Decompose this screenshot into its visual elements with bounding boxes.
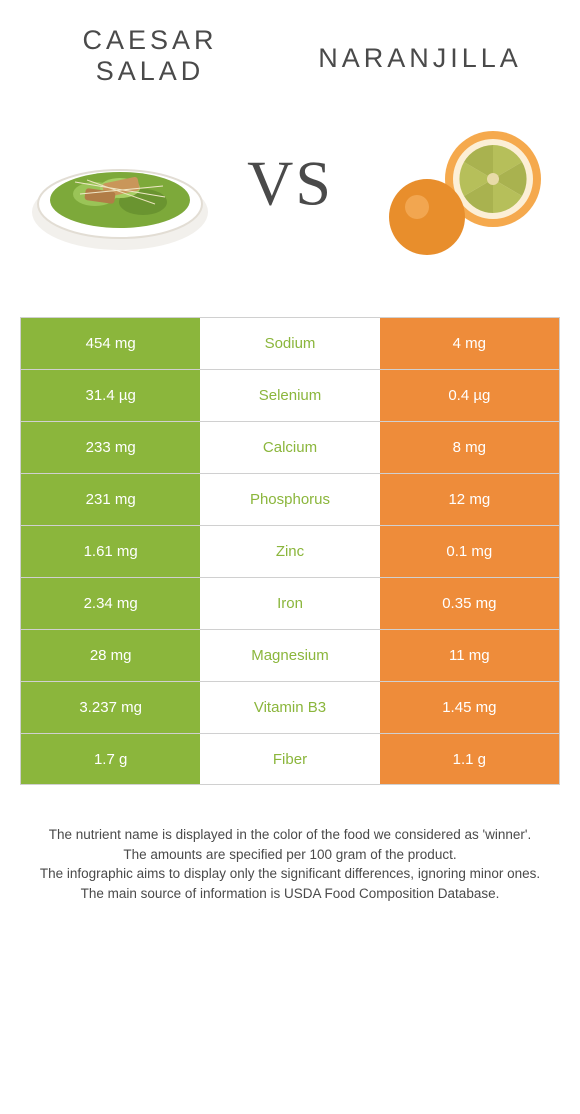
footer-line: The infographic aims to display only the… (20, 864, 560, 884)
table-row: 454 mgSodium4 mg (20, 317, 560, 369)
table-row: 3.237 mgVitamin B31.45 mg (20, 681, 560, 733)
nutrient-right-value: 0.1 mg (380, 526, 559, 577)
nutrient-left-value: 233 mg (21, 422, 200, 473)
nutrient-name: Magnesium (200, 630, 379, 681)
food-right-image (365, 117, 555, 267)
footer-notes: The nutrient name is displayed in the co… (0, 785, 580, 903)
table-row: 231 mgPhosphorus12 mg (20, 473, 560, 525)
nutrient-name: Fiber (200, 734, 379, 784)
nutrient-right-value: 8 mg (380, 422, 559, 473)
nutrient-table: 454 mgSodium4 mg31.4 µgSelenium0.4 µg233… (20, 317, 560, 785)
nutrient-left-value: 31.4 µg (21, 370, 200, 421)
footer-line: The main source of information is USDA F… (20, 884, 560, 904)
footer-line: The amounts are specified per 100 gram o… (20, 845, 560, 865)
table-row: 31.4 µgSelenium0.4 µg (20, 369, 560, 421)
food-right-title: Naranjilla (300, 25, 540, 74)
nutrient-left-value: 1.61 mg (21, 526, 200, 577)
nutrient-right-value: 4 mg (380, 318, 559, 369)
nutrient-left-value: 1.7 g (21, 734, 200, 784)
nutrient-left-value: 2.34 mg (21, 578, 200, 629)
nutrient-name: Calcium (200, 422, 379, 473)
nutrient-name: Vitamin B3 (200, 682, 379, 733)
images-row: VS (0, 87, 580, 287)
nutrient-right-value: 0.4 µg (380, 370, 559, 421)
nutrient-name: Iron (200, 578, 379, 629)
nutrient-left-value: 3.237 mg (21, 682, 200, 733)
nutrient-right-value: 1.45 mg (380, 682, 559, 733)
nutrient-right-value: 11 mg (380, 630, 559, 681)
table-row: 2.34 mgIron0.35 mg (20, 577, 560, 629)
nutrient-right-value: 12 mg (380, 474, 559, 525)
nutrient-name: Zinc (200, 526, 379, 577)
nutrient-name: Selenium (200, 370, 379, 421)
nutrient-right-value: 1.1 g (380, 734, 559, 784)
vs-label: VS (247, 146, 333, 220)
food-left-title: Caesar salad (40, 25, 260, 87)
nutrient-left-value: 231 mg (21, 474, 200, 525)
table-row: 1.7 gFiber1.1 g (20, 733, 560, 785)
header: Caesar salad Naranjilla (0, 0, 580, 87)
nutrient-name: Phosphorus (200, 474, 379, 525)
food-left-image (25, 117, 215, 267)
table-row: 233 mgCalcium8 mg (20, 421, 560, 473)
nutrient-left-value: 454 mg (21, 318, 200, 369)
nutrient-left-value: 28 mg (21, 630, 200, 681)
table-row: 28 mgMagnesium11 mg (20, 629, 560, 681)
nutrient-name: Sodium (200, 318, 379, 369)
footer-line: The nutrient name is displayed in the co… (20, 825, 560, 845)
table-row: 1.61 mgZinc0.1 mg (20, 525, 560, 577)
nutrient-right-value: 0.35 mg (380, 578, 559, 629)
